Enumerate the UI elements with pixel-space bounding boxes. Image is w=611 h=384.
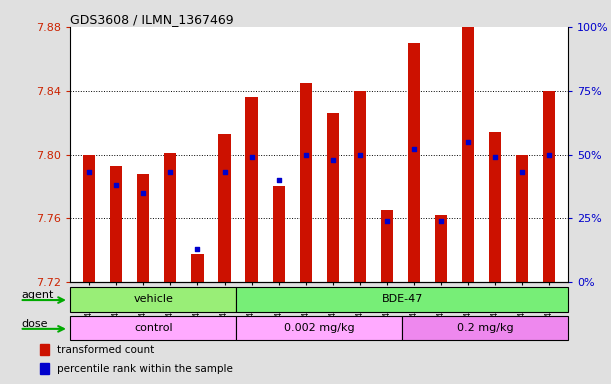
Bar (327, 113, 339, 282)
Point (247, 154, 257, 160)
Bar (236, 316, 402, 340)
Text: transformed count: transformed count (57, 345, 155, 355)
Bar (299, 83, 312, 282)
Text: percentile rank within the sample: percentile rank within the sample (57, 364, 233, 374)
Bar (381, 210, 393, 282)
Bar (110, 166, 122, 282)
Bar (40, 344, 49, 355)
Point (111, 182, 121, 188)
Bar (191, 253, 203, 282)
Bar (40, 363, 49, 374)
Bar (462, 27, 474, 282)
Point (139, 190, 148, 196)
Text: control: control (134, 323, 172, 333)
Bar (408, 43, 420, 282)
Bar (435, 215, 447, 282)
Bar (137, 174, 150, 282)
Point (192, 246, 202, 252)
Bar (354, 91, 366, 282)
Point (518, 169, 527, 175)
Point (328, 157, 338, 163)
Text: GDS3608 / ILMN_1367469: GDS3608 / ILMN_1367469 (70, 13, 234, 26)
Text: BDE-47: BDE-47 (381, 294, 423, 304)
Bar (236, 287, 568, 312)
Point (219, 169, 229, 175)
Bar (516, 154, 529, 282)
Text: vehicle: vehicle (133, 294, 173, 304)
Bar (70, 287, 236, 312)
Point (463, 139, 473, 145)
Bar (543, 91, 555, 282)
Point (544, 152, 554, 158)
Point (490, 154, 500, 160)
Point (436, 218, 446, 224)
Text: dose: dose (21, 319, 48, 329)
Point (409, 146, 419, 152)
Bar (246, 97, 258, 282)
Point (274, 177, 284, 183)
Text: 0.002 mg/kg: 0.002 mg/kg (284, 323, 354, 333)
Bar (402, 316, 568, 340)
Bar (164, 153, 177, 282)
Text: 0.2 mg/kg: 0.2 mg/kg (457, 323, 514, 333)
Bar (219, 134, 230, 282)
Point (301, 152, 310, 158)
Point (355, 152, 365, 158)
Bar (83, 154, 95, 282)
Bar (70, 316, 236, 340)
Point (382, 218, 392, 224)
Bar (273, 187, 285, 282)
Bar (489, 132, 501, 282)
Point (166, 169, 175, 175)
Text: agent: agent (21, 290, 53, 301)
Point (84, 169, 94, 175)
